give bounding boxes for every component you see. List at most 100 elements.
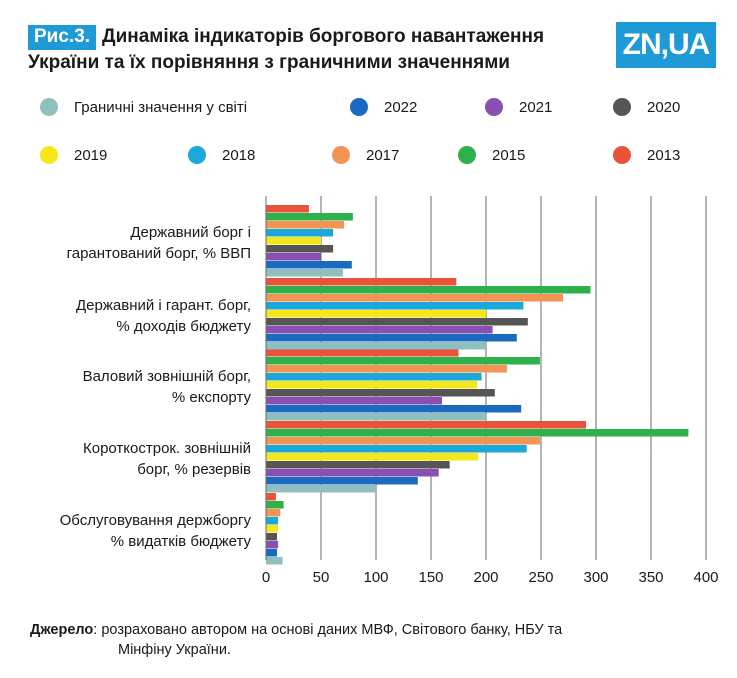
legend-item: Граничні значення у світі	[40, 98, 247, 116]
bar	[266, 286, 591, 294]
legend-label: 2019	[74, 146, 108, 164]
bar	[266, 253, 321, 261]
bar	[266, 493, 276, 501]
x-tick-label: 350	[638, 569, 663, 586]
bar	[266, 278, 457, 286]
bar	[266, 533, 277, 541]
legend-item: 2021	[485, 98, 552, 116]
source-text-continued: Мінфіну України.	[118, 642, 231, 658]
legend-item: 2022	[350, 98, 417, 116]
bar	[266, 326, 493, 334]
category-label: Короткострок. зовнішній	[83, 440, 251, 457]
legend-swatch	[40, 98, 58, 116]
bar	[266, 237, 321, 245]
bar	[266, 269, 343, 277]
bar	[266, 229, 334, 237]
x-tick-label: 100	[363, 569, 388, 586]
chart-header: Рис.3. Динаміка індикаторів боргового нав…	[28, 24, 608, 75]
legend-item: 2015	[458, 146, 525, 164]
legend-label: 2017	[366, 146, 400, 164]
chart-title-line-2: України та їх порівняння з граничними зн…	[28, 52, 510, 73]
bar	[266, 461, 450, 469]
legend-label: 2022	[384, 98, 418, 116]
category-label: Обслуговування держборгу	[60, 512, 252, 529]
bar	[266, 413, 486, 421]
x-tick-label: 400	[693, 569, 718, 586]
bar-chart: 0 50 100 150 200 250 300 350 400 Державний борг і…	[60, 196, 719, 586]
bar	[266, 381, 478, 389]
legend-item: 2020	[613, 98, 680, 116]
bar	[266, 310, 486, 318]
category-label: Державний і гарант. борг,	[76, 297, 251, 314]
bar	[266, 389, 495, 397]
bar	[266, 365, 507, 373]
x-tick-label: 250	[528, 569, 553, 586]
bar	[266, 485, 376, 493]
category-label: борг, % резервів	[137, 461, 251, 478]
legend-label: Граничні значення у світі	[74, 98, 248, 116]
legend-swatch	[613, 146, 631, 164]
legend-item: 2018	[188, 146, 255, 164]
category-label: Державний борг і	[130, 224, 251, 241]
bar	[266, 357, 540, 365]
bar	[266, 318, 528, 326]
bar	[266, 334, 517, 342]
bar	[266, 525, 279, 533]
source-note: Джерело: розраховано автором на основі д…	[30, 620, 710, 660]
title-line-1: Рис.3. Динаміка індикаторів боргового нав…	[28, 24, 608, 50]
legend-swatch	[332, 146, 350, 164]
x-tick-label: 0	[262, 569, 270, 586]
legend-item: 2017	[332, 146, 399, 164]
zn-ua-logo: ZN,UA	[616, 22, 716, 68]
legend-swatch	[350, 98, 368, 116]
legend-swatch	[613, 98, 631, 116]
bar	[266, 205, 309, 213]
bar	[266, 302, 524, 310]
bar	[266, 429, 689, 437]
bar	[266, 501, 284, 509]
figure-label: Рис.3.	[28, 25, 97, 50]
legend-label: 2013	[647, 146, 681, 164]
bar	[266, 421, 587, 429]
bar	[266, 349, 459, 357]
category-label: % експорту	[172, 389, 252, 406]
x-tick-label: 150	[418, 569, 443, 586]
category-label: гарантований борг, % ВВП	[67, 245, 251, 262]
x-tick-label: 200	[473, 569, 498, 586]
bar	[266, 213, 353, 221]
category-label: % видатків бюджету	[111, 533, 252, 550]
bar	[266, 453, 479, 461]
legend-item: 2013	[613, 146, 680, 164]
source-label: Джерело	[30, 622, 94, 638]
chart-title: Динаміка індикаторів боргового навантаже…	[102, 26, 545, 47]
bar	[266, 445, 527, 453]
legend-swatch	[485, 98, 503, 116]
bar	[266, 221, 345, 229]
source-text: : розраховано автором на основі даних МВ…	[93, 622, 563, 638]
category-label: Валовий зовнішній борг,	[83, 368, 251, 385]
bar	[266, 557, 283, 565]
legend-swatch	[458, 146, 476, 164]
legend-label: 2018	[222, 146, 256, 164]
bar	[266, 517, 279, 525]
bar	[266, 477, 418, 485]
bar	[266, 509, 281, 517]
bar	[266, 342, 486, 350]
bar	[266, 469, 439, 477]
legend-label: 2015	[492, 146, 526, 164]
bar	[266, 397, 442, 405]
bar	[266, 549, 277, 557]
legend-item: 2019	[40, 146, 107, 164]
legend-swatch	[40, 146, 58, 164]
bar	[266, 245, 334, 253]
x-tick-label: 300	[583, 569, 608, 586]
bar	[266, 541, 279, 549]
legend-swatch	[188, 146, 206, 164]
bar	[266, 373, 482, 381]
category-label: % доходів бюджету	[116, 318, 251, 335]
legend-label: 2021	[519, 98, 553, 116]
bar	[266, 405, 522, 413]
bar	[266, 294, 563, 302]
bar	[266, 437, 540, 445]
legend-label: 2020	[647, 98, 681, 116]
